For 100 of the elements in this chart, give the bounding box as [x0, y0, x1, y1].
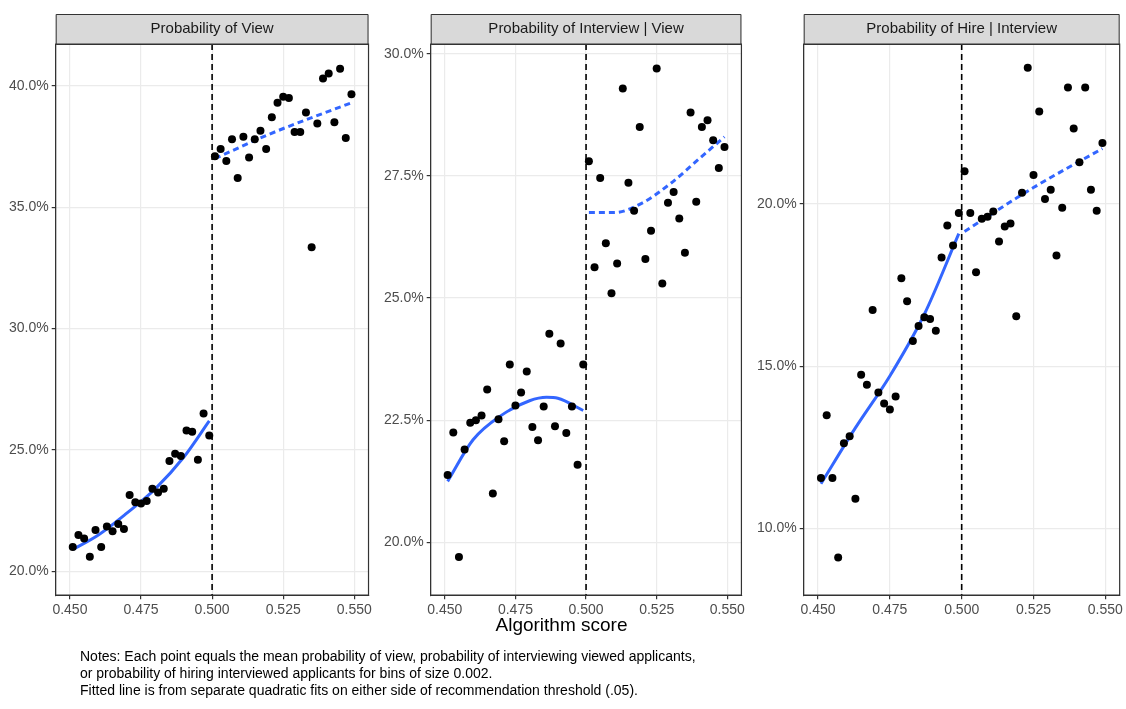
y-tick-label: 30.0%	[383, 44, 424, 61]
line-series	[819, 232, 961, 486]
point	[483, 385, 492, 394]
point	[477, 411, 486, 420]
point	[903, 297, 912, 306]
x-tick-label: 0.450	[427, 601, 463, 618]
point	[675, 214, 684, 223]
point	[313, 119, 322, 128]
point	[613, 259, 622, 268]
point	[74, 530, 83, 539]
point	[692, 197, 701, 206]
point	[891, 392, 900, 401]
point	[851, 494, 860, 503]
point	[663, 198, 672, 207]
point	[868, 306, 877, 315]
point	[307, 243, 316, 252]
point	[233, 174, 242, 183]
point	[579, 360, 588, 369]
point	[1046, 185, 1055, 194]
point	[108, 527, 117, 536]
text: Notes: Each point equals the mean probability of view, probability of interviewing viewed applicants, or probability of hiring interviewed applicants for bins of size 0.002. Fitted line is from separate quadratic fits on either side of recommendation threshold (.05).	[80, 648, 696, 699]
point	[714, 164, 723, 173]
point	[500, 437, 509, 446]
point	[511, 401, 520, 410]
point	[505, 360, 514, 369]
point	[324, 69, 333, 78]
point	[460, 445, 469, 454]
point	[556, 339, 565, 348]
point	[596, 173, 605, 182]
point	[80, 534, 89, 543]
point	[1063, 83, 1072, 92]
point	[1006, 219, 1015, 228]
point	[262, 144, 271, 153]
point	[273, 98, 282, 107]
point	[647, 226, 656, 235]
point	[908, 336, 917, 345]
point	[267, 113, 276, 122]
point	[995, 237, 1004, 246]
x-tick-label: 0.500	[944, 601, 980, 618]
x-tick-label: 0.450	[800, 601, 836, 618]
x-tick-label: 0.475	[872, 601, 908, 618]
point	[1023, 63, 1032, 72]
point	[960, 167, 969, 176]
point	[97, 543, 106, 552]
point	[341, 133, 350, 142]
y-tick-label: 22.5%	[383, 411, 424, 428]
point	[205, 431, 214, 440]
point	[148, 484, 157, 493]
point	[528, 423, 537, 432]
point	[669, 188, 678, 197]
point	[239, 132, 248, 141]
point	[914, 321, 923, 330]
point	[857, 370, 866, 379]
chart-title: Probability of View	[150, 19, 274, 37]
point	[839, 439, 848, 448]
point	[885, 405, 894, 414]
point	[545, 329, 554, 338]
point	[1035, 107, 1044, 116]
x-tick-label: 0.550	[1087, 601, 1124, 618]
y-tick-label: 10.0%	[756, 519, 797, 536]
point	[159, 484, 168, 493]
point	[216, 144, 225, 153]
point	[641, 255, 650, 264]
y-tick-label: 20.0%	[756, 194, 797, 211]
point	[102, 522, 111, 531]
point	[176, 452, 185, 461]
x-tick-label: 0.475	[123, 601, 159, 618]
y-tick-label: 25.0%	[383, 288, 424, 305]
point	[1058, 203, 1067, 212]
point	[154, 488, 163, 497]
point	[91, 526, 100, 535]
point	[534, 436, 543, 445]
point	[550, 422, 559, 431]
point	[845, 432, 854, 441]
point	[584, 157, 593, 166]
y-tick-label: 40.0%	[8, 76, 49, 93]
point	[624, 178, 633, 187]
point	[443, 470, 452, 479]
point	[972, 268, 981, 277]
point	[1069, 124, 1078, 133]
point	[454, 553, 463, 562]
point	[635, 123, 644, 132]
point	[686, 108, 695, 117]
point	[703, 116, 712, 125]
x-tick-label: 0.550	[709, 601, 746, 618]
point	[245, 153, 254, 162]
y-tick-label: 15.0%	[756, 357, 797, 374]
point	[199, 409, 208, 418]
point	[1092, 206, 1101, 215]
point	[494, 415, 503, 424]
point	[697, 123, 706, 132]
point	[336, 64, 345, 73]
point	[114, 520, 123, 529]
x-tick-label: 0.500	[194, 601, 230, 618]
x-tick-label: 0.550	[336, 601, 373, 618]
point	[709, 136, 718, 145]
point	[567, 402, 576, 411]
point	[937, 253, 946, 262]
point	[471, 416, 480, 425]
point	[228, 135, 237, 144]
